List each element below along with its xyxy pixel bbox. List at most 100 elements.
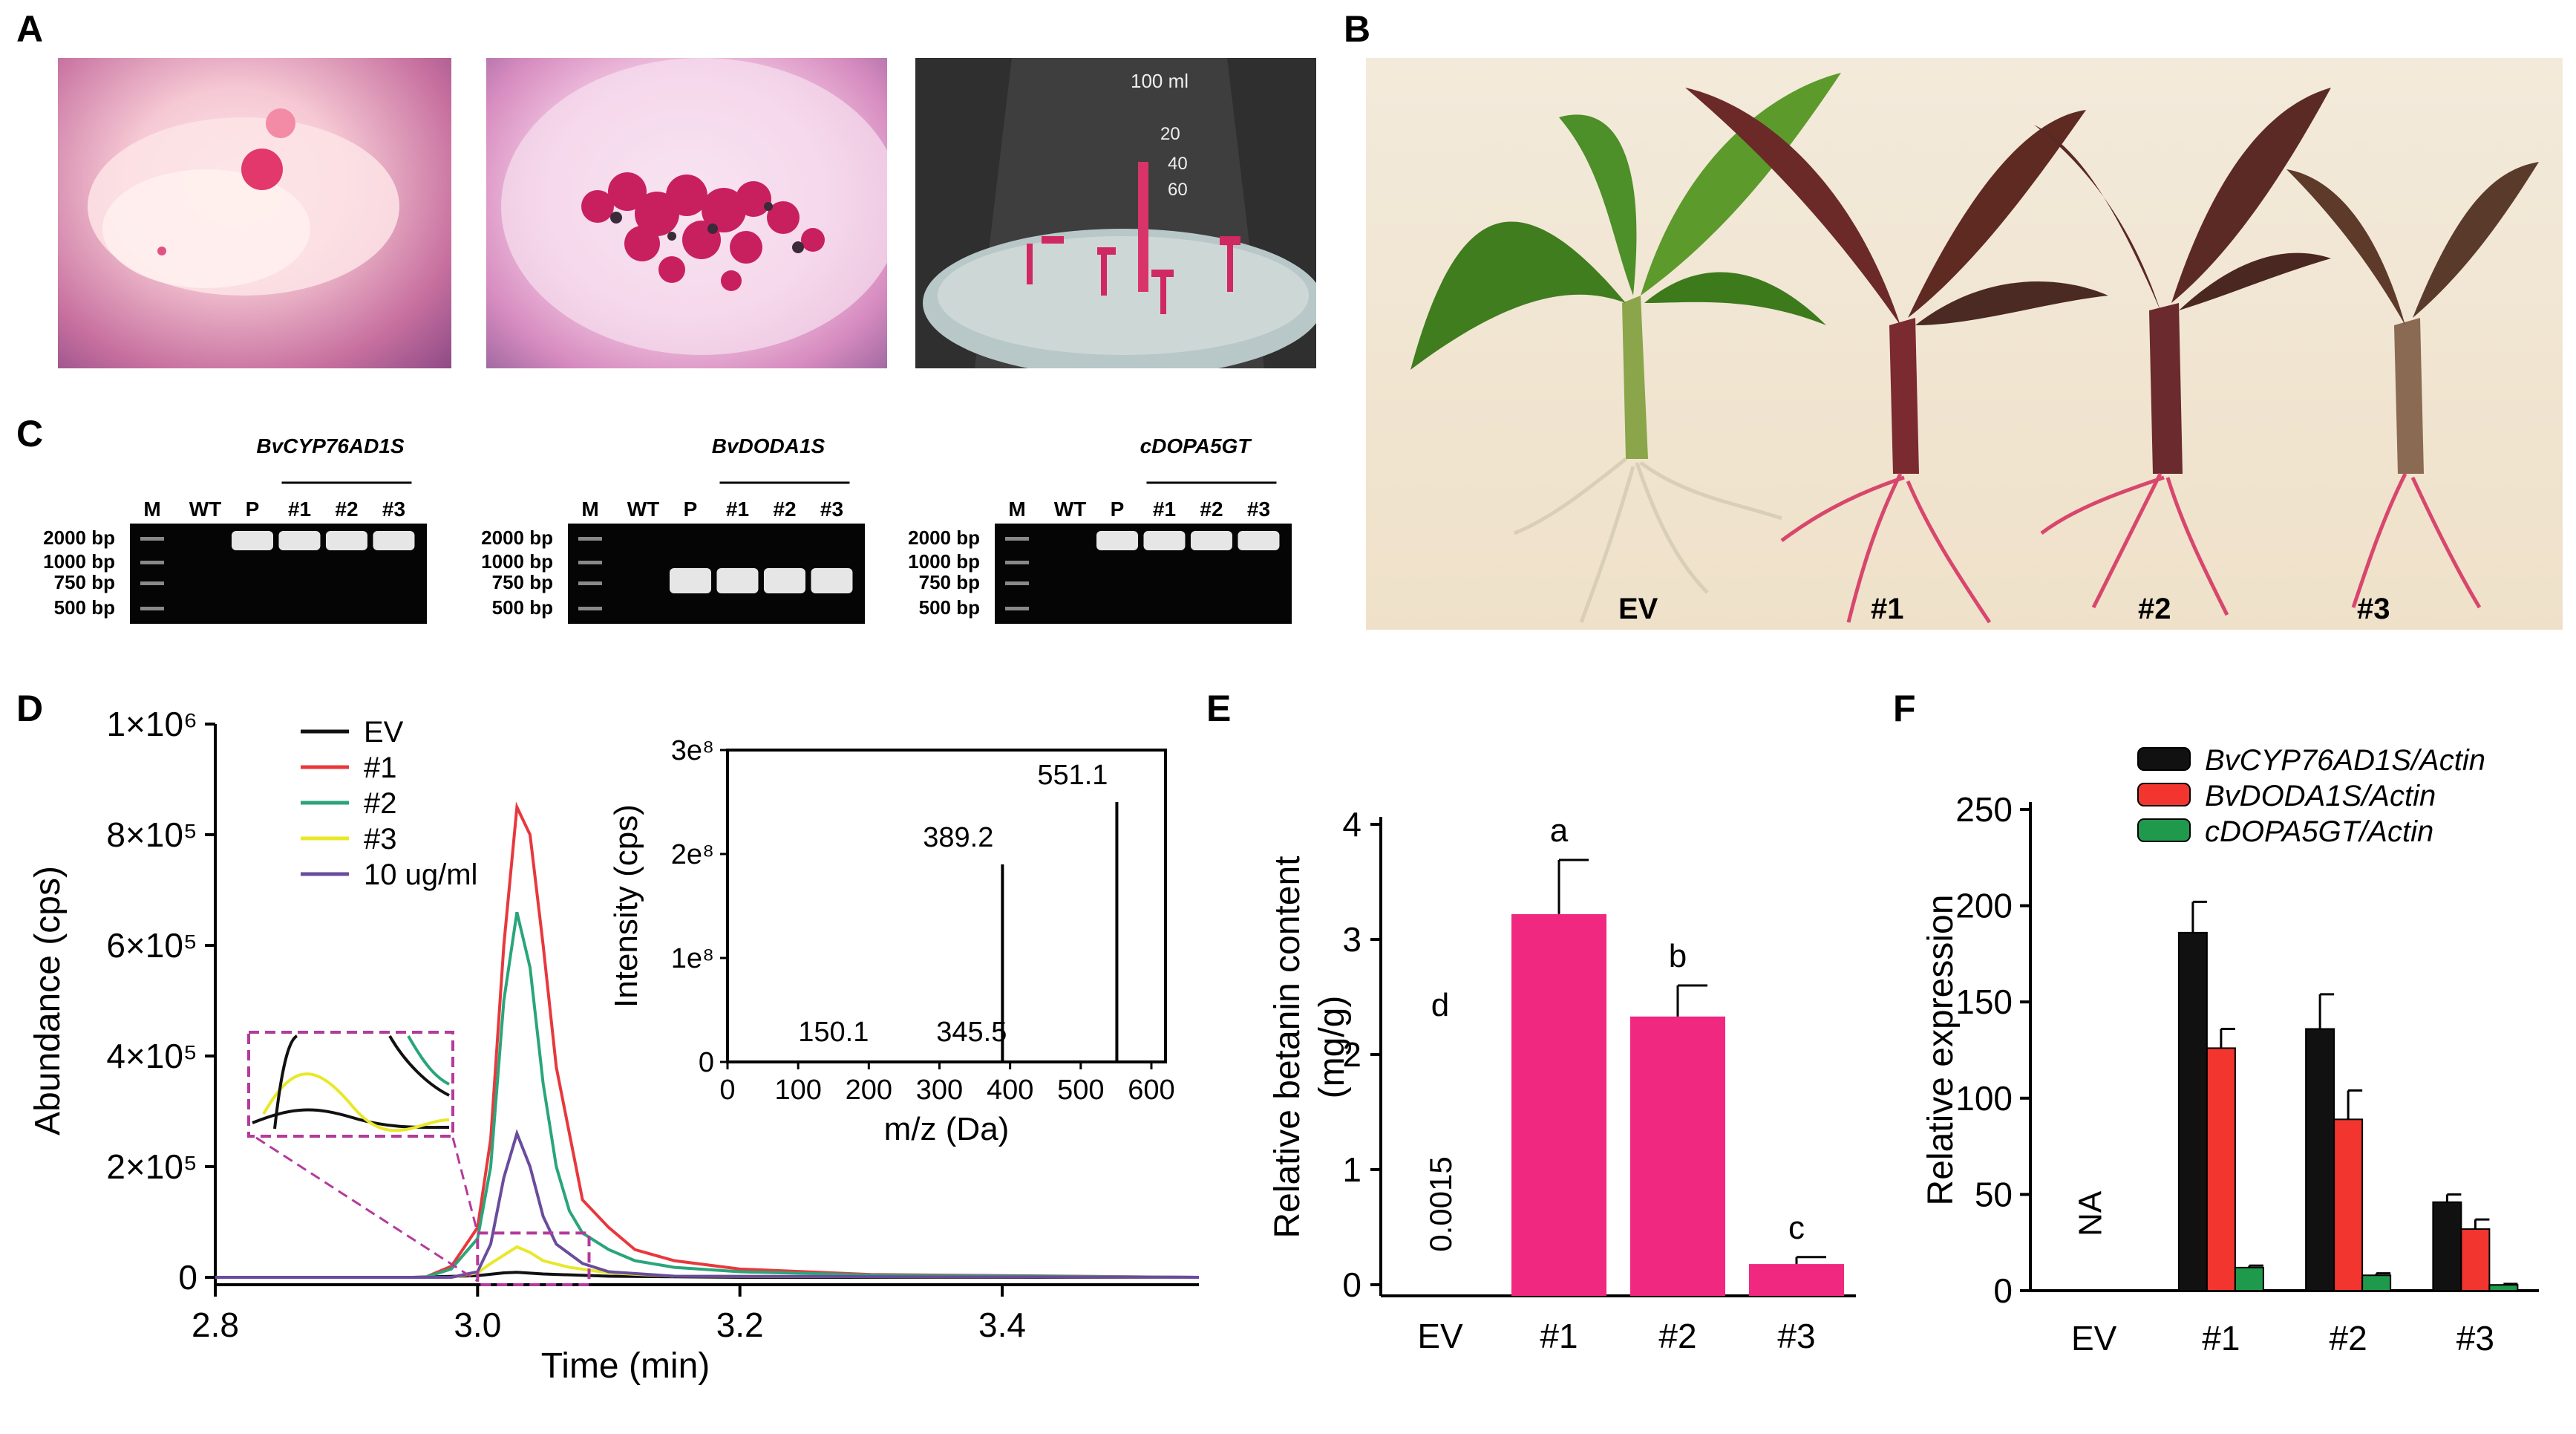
- ms-y-tick-label: 1e⁸: [671, 943, 714, 974]
- gel-product-band: [669, 568, 711, 593]
- series-line-1: [215, 801, 1200, 1279]
- plant-label-1: #1: [1871, 593, 1904, 625]
- x-tick-label: #2: [1658, 1317, 1696, 1355]
- zoom-curve-ev: [252, 1108, 450, 1130]
- y-tick-label: 0: [1993, 1271, 2013, 1310]
- ms-y-tick-label: 3e⁸: [671, 735, 714, 766]
- y-axis-title-units: (mg/g): [1312, 996, 1352, 1099]
- y-tick-label: 0: [178, 1258, 197, 1297]
- gel-product-band: [373, 531, 415, 550]
- x-tick-label: #2: [2330, 1319, 2367, 1358]
- gel-lane-label: #2: [1200, 498, 1223, 521]
- significance-letter: c: [1788, 1210, 1805, 1246]
- gel-lane-label: P: [684, 498, 698, 521]
- y-tick-label: 2×10⁵: [106, 1147, 197, 1186]
- ms-peak-label: 345.5: [936, 1017, 1007, 1048]
- ms-x-tick-label: 100: [774, 1075, 821, 1106]
- banana-plants-photo: EV #1 #2 #3: [1366, 58, 2563, 630]
- zoom-curve-purple: [388, 1035, 450, 1097]
- x-tick-label: #1: [2202, 1319, 2240, 1358]
- gel-ladder-band: [140, 561, 164, 564]
- gel-gene-title: cDOPA5GT: [1140, 434, 1253, 457]
- x-tick-label: #3: [1777, 1317, 1815, 1355]
- legend-label: #3: [364, 823, 397, 855]
- gel-product-band: [763, 568, 805, 593]
- gel-product-band: [811, 568, 853, 593]
- legend-swatch: [2137, 747, 2191, 771]
- gel-ladder-label: 1000 bp: [43, 550, 115, 573]
- gel-lane-label: #2: [773, 498, 796, 521]
- na-label: NA: [2073, 1190, 2109, 1236]
- y-tick-label: 8×10⁵: [106, 815, 197, 854]
- gel-ladder-band: [140, 537, 164, 541]
- zoom-inset: [247, 1031, 454, 1138]
- y-tick-label: 200: [1955, 887, 2013, 925]
- y-tick-label: 4×10⁵: [106, 1037, 197, 1075]
- bar-2: [1630, 1016, 1725, 1296]
- significance-letter: b: [1669, 938, 1687, 974]
- gel-gene-title: BvCYP76AD1S: [256, 434, 405, 457]
- panel-label-b: B: [1344, 8, 1371, 50]
- gel-lane-label: #1: [288, 498, 311, 521]
- gel-product-band: [1143, 531, 1186, 550]
- gel-ladder-band: [140, 581, 164, 585]
- panel-label-c: C: [16, 413, 44, 454]
- legend-label: 10 ug/ml: [364, 858, 477, 891]
- gel-ladder-label: 2000 bp: [481, 527, 553, 549]
- x-tick-label: EV: [1417, 1317, 1463, 1355]
- y-tick-label: 0: [1342, 1265, 1361, 1304]
- y-axis-title: Relative expression: [1921, 895, 1961, 1206]
- svg-text:20: 20: [1160, 124, 1180, 144]
- gel-ladder-label: 750 bp: [492, 571, 553, 593]
- legend-label: BvCYP76AD1S/Actin: [2205, 744, 2485, 777]
- y-tick-label: 1×10⁶: [106, 705, 197, 743]
- legend-label: EV: [364, 716, 404, 749]
- panel-label-e: E: [1206, 688, 1232, 729]
- plant-2: [2034, 88, 2331, 616]
- ms-y-tick-label: 2e⁸: [671, 839, 714, 870]
- ms-x-tick-label: 300: [916, 1075, 963, 1106]
- bar-0-1: [2177, 931, 2208, 1291]
- zoom-curve-2: [407, 1035, 450, 1086]
- gel-lane-label: #1: [726, 498, 749, 521]
- x-axis-title: Time (min): [541, 1346, 710, 1386]
- gel-lane-label: WT: [189, 498, 222, 521]
- x-tick-label: 3.2: [716, 1306, 764, 1344]
- betanin-bar-chart: 0 1 2 3 4 Relative betanin content (mg/g) d 0.00…: [1268, 805, 1856, 1355]
- y-tick-label: 2: [1342, 1035, 1361, 1074]
- gel-product-band: [716, 568, 759, 593]
- gel-product-band: [1096, 531, 1138, 550]
- bar-3: [1749, 1264, 1844, 1296]
- svg-text:60: 60: [1168, 180, 1188, 200]
- gel-lane-label: #3: [1247, 498, 1270, 521]
- gel-lane-label: #3: [382, 498, 405, 521]
- gel-lane-label: #3: [820, 498, 843, 521]
- y-tick-label: 3: [1342, 920, 1361, 959]
- gel-ladder-band: [578, 581, 602, 585]
- ms-y-axis-title: Intensity (cps): [608, 804, 644, 1008]
- bar-0-2: [2305, 1028, 2335, 1291]
- ms-x-tick-label: 600: [1128, 1075, 1174, 1106]
- ms-peak-label: 150.1: [798, 1017, 869, 1048]
- gel-lane-label: P: [1111, 498, 1125, 521]
- zoom-connector: [255, 1136, 479, 1283]
- x-tick-label: #3: [2456, 1319, 2494, 1358]
- series-line-4: [215, 1129, 1200, 1279]
- bar-2-2: [2361, 1274, 2392, 1291]
- bar-2-1: [2234, 1266, 2264, 1291]
- y-tick-label: 100: [1955, 1079, 2013, 1118]
- gel-ladder-band: [578, 537, 602, 541]
- panel-label-a: A: [16, 8, 44, 50]
- x-tick-label: 3.4: [978, 1306, 1026, 1344]
- y-tick-label: 1: [1342, 1150, 1361, 1189]
- plant-1: [1685, 88, 2108, 624]
- gel-lane-label: #1: [1153, 498, 1176, 521]
- x-tick-label: 2.8: [192, 1306, 239, 1344]
- legend-swatch: [2137, 783, 2191, 806]
- legend-label: #2: [364, 787, 397, 820]
- gel-ladder-band: [578, 607, 602, 610]
- ms-peak-label: 389.2: [923, 822, 993, 853]
- bar-2-3: [2488, 1284, 2519, 1291]
